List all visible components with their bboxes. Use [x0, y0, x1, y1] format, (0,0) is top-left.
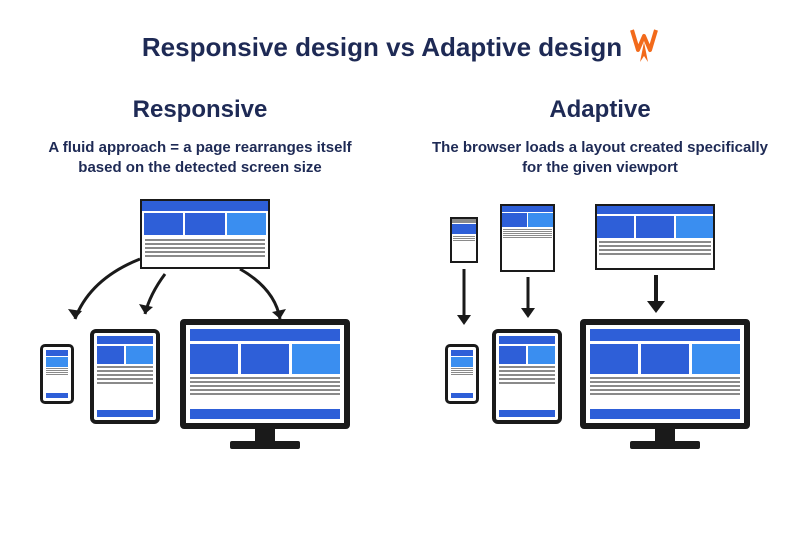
device-monitor	[180, 319, 350, 429]
device-tablet	[90, 329, 160, 424]
adaptive-diagram	[430, 199, 770, 459]
adaptive-desc: The browser loads a layout created speci…	[430, 138, 770, 179]
page-title: Responsive design vs Adaptive design	[142, 32, 622, 63]
header: Responsive design vs Adaptive design	[0, 0, 800, 66]
logo-icon	[630, 28, 658, 66]
responsive-heading: Responsive	[133, 96, 268, 124]
columns: Responsive A fluid approach = a page rea…	[0, 96, 800, 516]
source-medium	[500, 204, 555, 272]
monitor-base	[230, 441, 300, 449]
arrow-medium	[518, 275, 538, 330]
monitor-base-adaptive	[630, 441, 700, 449]
adaptive-heading: Adaptive	[549, 96, 650, 124]
column-responsive: Responsive A fluid approach = a page rea…	[0, 96, 400, 516]
responsive-desc: A fluid approach = a page rearranges its…	[30, 138, 370, 179]
device-tablet-adaptive	[492, 329, 562, 424]
responsive-diagram	[30, 199, 370, 459]
source-layout	[140, 199, 270, 269]
device-phone	[40, 344, 74, 404]
arrow-to-tablet	[130, 269, 180, 329]
source-large	[595, 204, 715, 270]
arrow-small	[454, 267, 474, 337]
arrow-large	[645, 273, 667, 323]
column-adaptive: Adaptive The browser loads a layout crea…	[400, 96, 800, 516]
source-small	[450, 217, 478, 263]
device-monitor-adaptive	[580, 319, 750, 429]
device-phone-adaptive	[445, 344, 479, 404]
